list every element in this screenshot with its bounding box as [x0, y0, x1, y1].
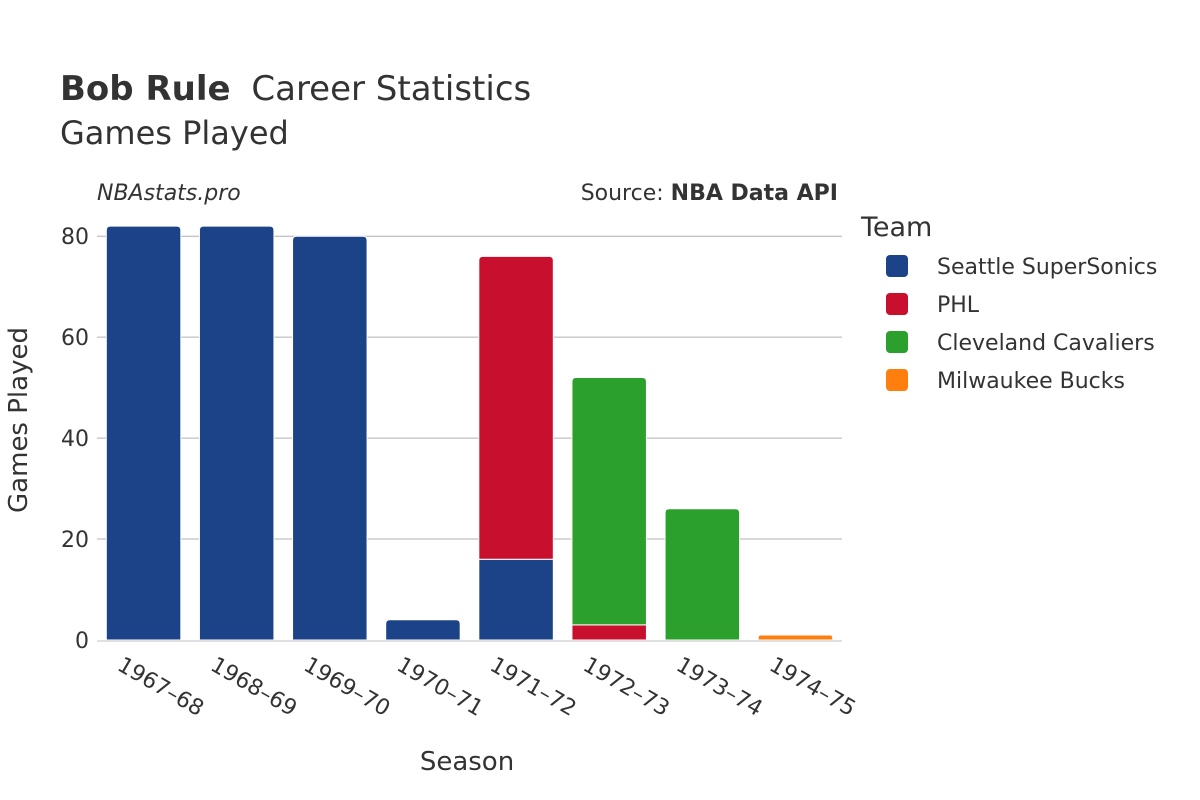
chart-title-bold: Bob Rule	[60, 69, 231, 109]
chart-subtitle: Games Played	[60, 114, 289, 152]
y-axis-title: Games Played	[4, 327, 34, 513]
legend: Seattle SuperSonics PHL Cleveland Cavalier…	[886, 255, 1157, 394]
y-tick-label: 20	[61, 528, 89, 553]
legend-swatch[interactable]	[886, 293, 908, 315]
legend-label[interactable]: Milwaukee Bucks	[937, 369, 1125, 394]
legend-label[interactable]: PHL	[937, 293, 980, 318]
bars-layer	[105, 225, 834, 641]
source-name: NBA Data API	[671, 181, 838, 206]
y-tick-label: 80	[61, 225, 89, 250]
x-tick-label: 1967–68	[113, 653, 208, 722]
legend-title: Team	[860, 212, 932, 243]
x-tick-label: 1973–74	[672, 653, 767, 722]
legend-label[interactable]: Seattle SuperSonics	[937, 255, 1157, 280]
chart-title-rest: Career Statistics	[251, 69, 531, 109]
y-tick-label: 40	[61, 427, 89, 452]
bar-seattle-supersonics-2[interactable]	[292, 235, 368, 641]
x-tick-label: 1968–69	[206, 653, 301, 722]
bar-cleveland-cavaliers-5[interactable]	[571, 377, 647, 626]
chart-title: Bob Rule Career Statistics	[60, 69, 531, 109]
x-axis-title: Season	[420, 747, 514, 777]
bar-seattle-supersonics-4[interactable]	[478, 558, 554, 641]
bar-phl-5[interactable]	[571, 624, 647, 641]
y-tick-label: 0	[75, 629, 89, 654]
watermark-text: NBAstats.pro	[97, 181, 241, 206]
bar-seattle-supersonics-0[interactable]	[105, 225, 182, 641]
bar-milwaukee-bucks-7[interactable]	[757, 634, 834, 641]
x-tick-label: 1974–75	[765, 653, 860, 722]
bar-cleveland-cavaliers-6[interactable]	[664, 508, 741, 641]
bar-phl-4[interactable]	[478, 255, 554, 560]
source-prefix: Source:	[581, 181, 671, 206]
legend-swatch[interactable]	[886, 255, 908, 277]
x-tick-label: 1971–72	[485, 653, 580, 722]
source-text: Source: NBA Data API	[581, 181, 838, 206]
legend-swatch[interactable]	[886, 331, 908, 353]
legend-swatch[interactable]	[886, 369, 908, 391]
bar-seattle-supersonics-3[interactable]	[385, 619, 461, 641]
y-tick-label: 60	[61, 326, 89, 351]
legend-label[interactable]: Cleveland Cavaliers	[937, 331, 1155, 356]
bar-seattle-supersonics-1[interactable]	[198, 225, 275, 641]
x-tick-label: 1972–73	[579, 653, 674, 722]
x-tick-label: 1969–70	[299, 653, 394, 722]
x-tick-label: 1970–71	[392, 653, 487, 722]
